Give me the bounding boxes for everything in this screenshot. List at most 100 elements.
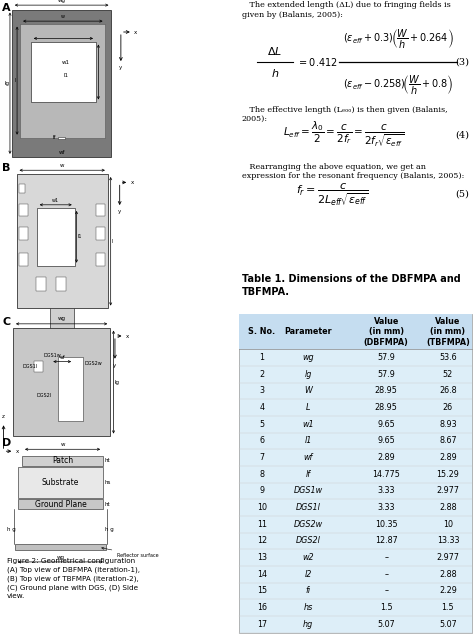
Text: 2.89: 2.89 <box>377 453 395 462</box>
Text: Substrate: Substrate <box>42 478 79 487</box>
Text: 5.07: 5.07 <box>439 620 457 629</box>
Text: The effective length (Lₑₒₒ) is then given (Balanis,
2005):: The effective length (Lₑₒₒ) is then give… <box>242 106 447 124</box>
Text: wf: wf <box>59 355 65 360</box>
Bar <box>34 361 43 372</box>
Text: A: A <box>2 3 11 13</box>
Text: –: – <box>384 570 388 579</box>
Text: 1.5: 1.5 <box>442 603 454 612</box>
Text: $\Delta L$: $\Delta L$ <box>267 45 283 57</box>
Text: DGS1l: DGS1l <box>296 503 320 512</box>
Text: x: x <box>130 180 134 185</box>
Bar <box>58 357 83 421</box>
Text: Patch: Patch <box>52 456 73 465</box>
Text: (5): (5) <box>456 190 469 199</box>
Text: ht: ht <box>105 458 110 463</box>
Text: 10: 10 <box>257 503 267 512</box>
Text: 1.5: 1.5 <box>380 603 392 612</box>
Bar <box>17 174 108 308</box>
Text: $= 0.412$: $= 0.412$ <box>298 56 338 68</box>
Bar <box>58 137 65 139</box>
Text: 2.88: 2.88 <box>439 570 457 579</box>
Text: wf: wf <box>303 453 313 462</box>
Text: 17: 17 <box>257 620 267 629</box>
Text: lg: lg <box>115 380 120 385</box>
Text: B: B <box>2 163 11 173</box>
Text: ht: ht <box>105 502 110 507</box>
Text: w: w <box>61 14 65 19</box>
Text: 26: 26 <box>443 403 453 412</box>
Bar <box>22 456 103 466</box>
Text: wg: wg <box>58 0 65 3</box>
Text: 2: 2 <box>259 370 264 379</box>
Text: w1: w1 <box>52 198 59 203</box>
Text: hg: hg <box>303 620 313 629</box>
Text: 13: 13 <box>257 553 267 562</box>
Bar <box>12 10 111 157</box>
Text: hs: hs <box>105 480 111 485</box>
Text: 13.33: 13.33 <box>437 536 459 545</box>
Text: The extended length (ΔL) due to fringing fields is
given by (Balanis, 2005):: The extended length (ΔL) due to fringing… <box>242 1 450 19</box>
Text: wg: wg <box>58 316 65 321</box>
Text: 2.977: 2.977 <box>437 553 459 562</box>
Text: Value
(in mm)
(TBFMPA): Value (in mm) (TBFMPA) <box>426 317 470 347</box>
Text: –: – <box>384 586 388 595</box>
Bar <box>13 328 110 436</box>
Text: 4: 4 <box>259 403 264 412</box>
Text: DGS1w: DGS1w <box>44 353 62 358</box>
Text: S. No.: S. No. <box>248 327 275 336</box>
Text: l1: l1 <box>63 73 68 77</box>
Text: $f_r = \dfrac{c}{2L_{eff}\sqrt{\varepsilon_{eff}}}$: $f_r = \dfrac{c}{2L_{eff}\sqrt{\varepsil… <box>296 181 368 207</box>
Bar <box>97 253 106 266</box>
Bar <box>50 308 74 356</box>
Text: 10: 10 <box>443 520 453 529</box>
Text: fi: fi <box>306 586 310 595</box>
Text: $L_{eff} = \dfrac{\lambda_0}{2} = \dfrac{c}{2f_r} = \dfrac{c}{2f_r\sqrt{\varepsi: $L_{eff} = \dfrac{\lambda_0}{2} = \dfrac… <box>283 120 404 150</box>
Text: wg: wg <box>302 353 314 362</box>
Text: 9: 9 <box>259 486 264 495</box>
Text: x: x <box>126 333 129 339</box>
Text: h g: h g <box>7 527 16 532</box>
Text: 12: 12 <box>257 536 267 545</box>
Text: 14: 14 <box>257 570 267 579</box>
Text: 26.8: 26.8 <box>439 387 457 396</box>
Text: 11: 11 <box>257 520 267 529</box>
Text: 2.88: 2.88 <box>439 503 457 512</box>
Text: w1: w1 <box>302 420 314 429</box>
Text: 2.977: 2.977 <box>437 486 459 495</box>
Bar <box>19 184 25 193</box>
Bar <box>31 42 96 102</box>
Text: DGS1l: DGS1l <box>23 364 37 369</box>
Text: z: z <box>2 414 5 419</box>
Text: Value
(in mm)
(DBFMPA): Value (in mm) (DBFMPA) <box>364 317 409 347</box>
Text: h g: h g <box>105 527 114 532</box>
Text: 16: 16 <box>257 603 267 612</box>
Text: 7: 7 <box>259 453 264 462</box>
Text: Table 1. Dimensions of the DBFMPA and
TBFMPA.: Table 1. Dimensions of the DBFMPA and TB… <box>242 274 460 297</box>
Text: 52: 52 <box>443 370 453 379</box>
Bar <box>19 204 28 216</box>
Text: l: l <box>15 78 16 83</box>
Text: 15.29: 15.29 <box>437 470 459 479</box>
Text: (4): (4) <box>455 130 469 139</box>
Text: 9.65: 9.65 <box>377 436 395 445</box>
Text: $(\varepsilon_{eff}+0.3)\!\left(\dfrac{W}{h}+0.264\right)$: $(\varepsilon_{eff}+0.3)\!\left(\dfrac{W… <box>343 28 454 51</box>
Text: 12.87: 12.87 <box>375 536 398 545</box>
Text: l: l <box>112 239 113 244</box>
Text: 28.95: 28.95 <box>375 403 398 412</box>
Text: 2.29: 2.29 <box>439 586 457 595</box>
Bar <box>239 314 472 632</box>
Text: l1: l1 <box>77 234 82 239</box>
Text: DGS1w: DGS1w <box>293 486 323 495</box>
Text: y: y <box>113 363 117 368</box>
Text: 3.33: 3.33 <box>378 503 395 512</box>
Text: wg: wg <box>56 555 64 560</box>
Bar <box>20 24 105 138</box>
Text: 8: 8 <box>259 470 264 479</box>
Text: 15: 15 <box>257 586 267 595</box>
Text: 53.6: 53.6 <box>439 353 457 362</box>
Text: Parameter: Parameter <box>284 327 332 336</box>
Text: (3): (3) <box>455 58 469 67</box>
Text: 5.07: 5.07 <box>377 620 395 629</box>
Bar <box>37 208 75 266</box>
Text: DGS2l: DGS2l <box>296 536 320 545</box>
